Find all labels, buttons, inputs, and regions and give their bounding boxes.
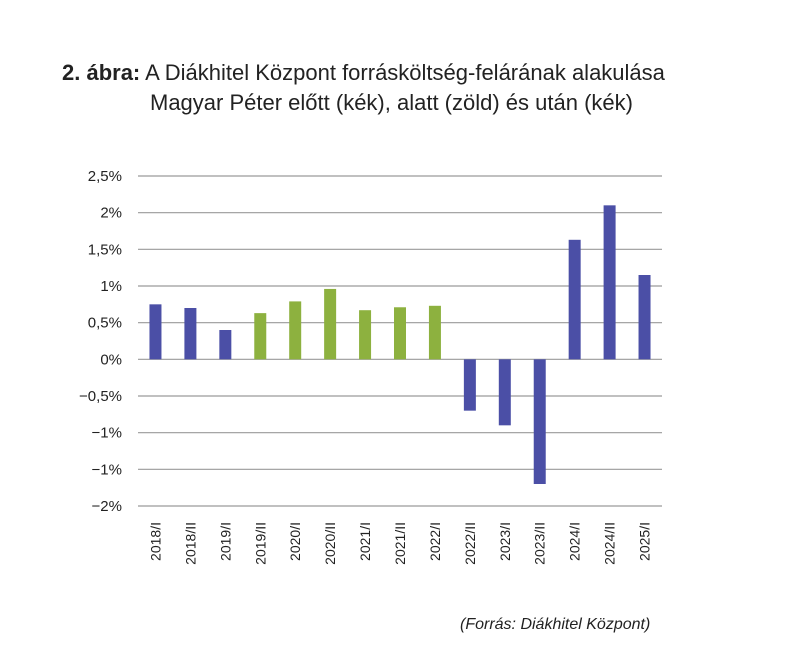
bar-2018-I (149, 304, 162, 360)
bar-2022-II (463, 359, 476, 411)
figure-label: 2. ábra: (62, 60, 141, 85)
x-tick-label: 2020/I (287, 522, 303, 561)
x-tick-label: 2018/II (182, 522, 198, 565)
x-tick-label: 2024/I (567, 522, 583, 561)
chart-title: 2. ábra: A Diákhitel Központ forráskölts… (62, 58, 665, 118)
x-tick-label: 2020/II (322, 522, 338, 565)
y-tick-label: −2% (92, 498, 122, 515)
y-tick-label: −1% (92, 461, 122, 478)
x-tick-label: 2019/I (217, 522, 233, 561)
bar-2019-I (219, 330, 232, 360)
x-tick-label: 2022/II (462, 522, 478, 565)
y-tick-label: 2% (100, 205, 122, 222)
y-tick-label: 1% (100, 278, 122, 295)
bar-2021-II (394, 307, 406, 360)
y-tick-label: −0,5% (79, 388, 122, 405)
bar-2018-II (184, 308, 197, 360)
bar-2024-I (568, 239, 581, 360)
source-note: (Forrás: Diákhitel Központ) (460, 616, 651, 633)
bar-2021-I (359, 310, 372, 360)
bar-2023-I (498, 359, 511, 426)
x-tick-label: 2018/I (147, 522, 163, 561)
bar-2024-II (603, 205, 616, 360)
title-line-2: Magyar Péter előtt (kék), alatt (zöld) é… (150, 90, 633, 115)
y-tick-label: 2,5% (88, 168, 122, 185)
y-axis-labels: 2,5% 2% 1,5% 1% 0,5% 0% −0,5% −1% −1% −2% (79, 168, 122, 515)
y-tick-label: −1% (92, 425, 122, 442)
bar-2020-I (289, 301, 302, 360)
bar-2019-II (254, 313, 267, 360)
title-line-1: A Diákhitel Központ forrásköltség-felárá… (145, 60, 665, 85)
y-tick-label: 0% (100, 351, 122, 368)
x-tick-label: 2023/I (497, 522, 513, 561)
x-tick-label: 2021/I (357, 522, 373, 561)
y-tick-label: 0,5% (88, 315, 122, 332)
bar-2025-I (638, 275, 651, 360)
x-tick-label: 2019/II (252, 522, 268, 565)
x-axis-labels: 2018/I 2018/II 2019/I 2019/II 2020/I 2020/II 2… (147, 522, 652, 565)
x-tick-label: 2022/I (427, 522, 443, 561)
bar-2022-I (428, 305, 441, 360)
x-tick-label: 2023/II (532, 522, 548, 565)
x-tick-label: 2024/II (602, 522, 618, 565)
bar-2023-II (533, 359, 546, 484)
x-tick-label: 2021/II (392, 522, 408, 565)
bars (149, 205, 651, 484)
bar-2020-II (324, 288, 337, 360)
x-tick-label: 2025/I (637, 522, 653, 561)
y-tick-label: 1,5% (88, 241, 122, 258)
